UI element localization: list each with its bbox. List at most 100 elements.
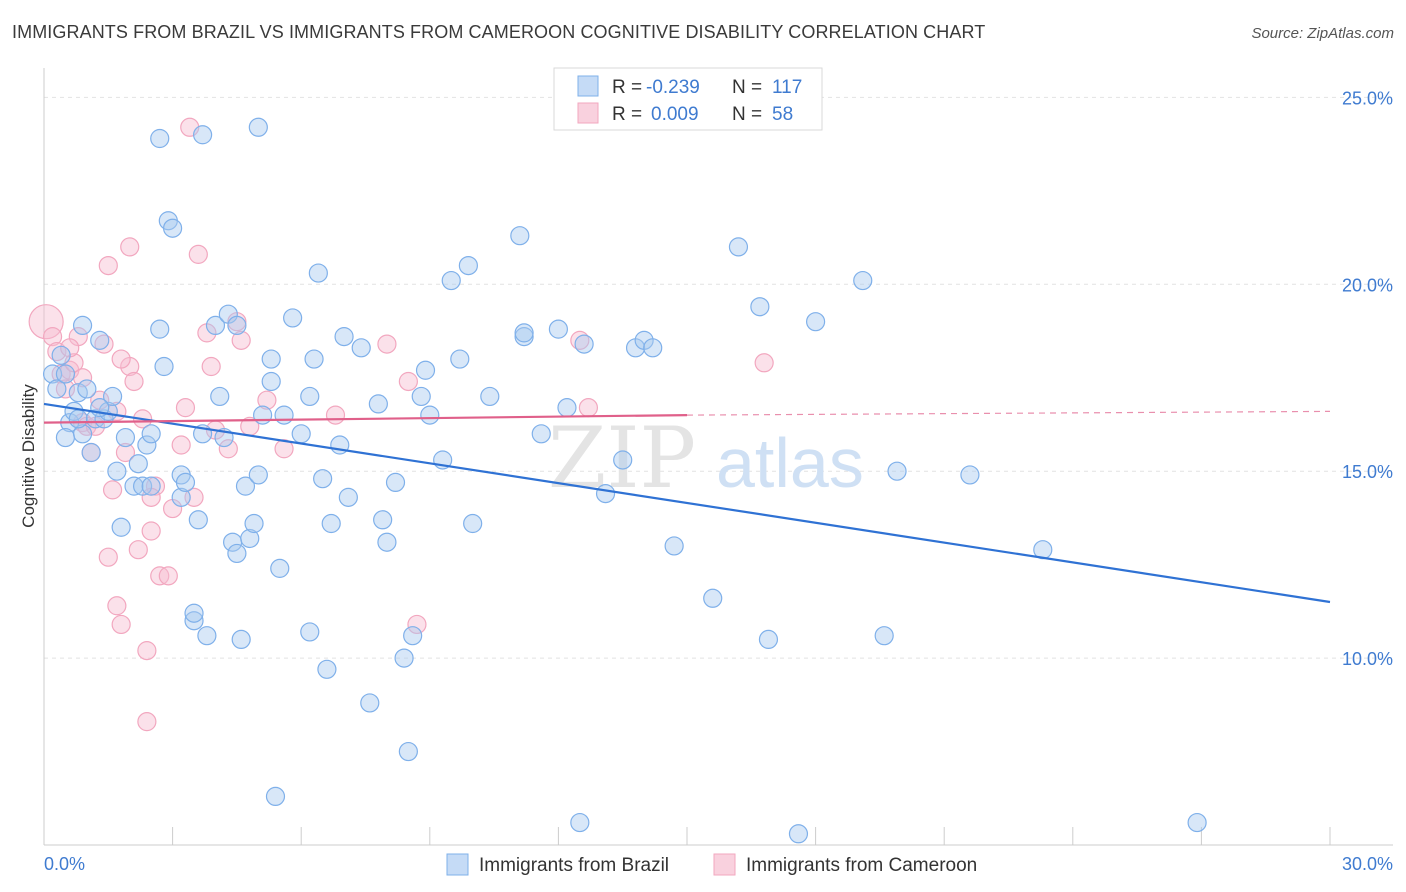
brazil-point-85 xyxy=(510,226,530,246)
brazil-point-24 xyxy=(137,435,157,455)
cameroon-trend-extension xyxy=(686,410,1331,416)
cameroon-point-48 xyxy=(754,353,774,373)
y-tick-label-3: 25.0% xyxy=(1342,88,1393,108)
brazil-point-84 xyxy=(480,386,500,407)
legend-r-value-cameroon: 0.009 xyxy=(651,104,699,125)
brazil-point-68 xyxy=(360,693,380,713)
brazil-point-66 xyxy=(338,487,358,507)
brazil-point-46 xyxy=(231,629,251,650)
cameroon-point-34 xyxy=(201,356,221,377)
cameroon-point-50 xyxy=(98,255,118,276)
brazil-point-59 xyxy=(304,349,324,369)
cameroon-point-18 xyxy=(115,442,136,463)
brazil-point-20 xyxy=(111,517,131,537)
cameroon-point-1 xyxy=(42,327,63,347)
legend-r-label-brazil: R = xyxy=(612,77,642,98)
brazil-point-53 xyxy=(261,371,281,392)
cameroon-point-36 xyxy=(218,439,238,459)
bottom-legend-swatch-brazil xyxy=(446,853,469,876)
brazil-point-109 xyxy=(193,125,213,145)
brazil-point-54 xyxy=(270,558,290,578)
brazil-point-69 xyxy=(368,394,388,414)
cameroon-point-40 xyxy=(257,390,277,410)
y-tick-labels: 10.0% 15.0% 20.0% 25.0% xyxy=(1342,88,1393,669)
cameroon-point-16 xyxy=(107,596,127,616)
brazil-point-115 xyxy=(1187,812,1207,833)
brazil-point-61 xyxy=(313,469,333,489)
stats-legend-box xyxy=(553,67,823,131)
brazil-point-72 xyxy=(385,472,406,493)
brazil-point-36 xyxy=(188,510,208,530)
brazil-point-5 xyxy=(55,427,76,448)
legend-r-value-brazil: -0.239 xyxy=(646,77,700,98)
brazil-point-49 xyxy=(244,513,264,534)
brazil-point-33 xyxy=(175,472,196,493)
brazil-point-62 xyxy=(317,659,337,679)
cameroon-point-42 xyxy=(325,405,346,425)
brazil-point-3 xyxy=(55,364,76,384)
legend-n-value-cameroon: 58 xyxy=(772,104,793,125)
brazil-point-25 xyxy=(141,424,161,444)
brazil-point-96 xyxy=(643,338,663,358)
brazil-point-110 xyxy=(248,117,268,137)
legend-swatch-brazil xyxy=(577,75,599,97)
brazil-point-78 xyxy=(420,405,440,425)
brazil-point-8 xyxy=(72,424,93,444)
brazil-point-104 xyxy=(874,626,894,646)
brazil-point-1 xyxy=(47,379,67,399)
brazil-point-10 xyxy=(68,409,88,429)
y-axis-label: Cognitive Disability xyxy=(19,384,38,528)
brazil-point-60 xyxy=(308,263,328,283)
brazil-point-63 xyxy=(321,513,341,534)
brazil-point-77 xyxy=(415,360,436,380)
cameroon-point-45 xyxy=(407,614,427,635)
brazil-point-100 xyxy=(758,629,779,650)
cameroon-trend-line xyxy=(43,414,688,424)
axes xyxy=(43,68,1393,846)
brazil-point-90 xyxy=(557,398,577,418)
brazil-point-9 xyxy=(77,379,97,399)
brazil-point-113 xyxy=(570,812,590,833)
brazil-point-76 xyxy=(411,386,431,407)
brazil-point-27 xyxy=(150,319,170,339)
brazil-point-17 xyxy=(102,386,123,407)
cameroon-point-47 xyxy=(578,398,599,418)
brazil-point-22 xyxy=(128,454,148,474)
cameroon-point-32 xyxy=(188,244,208,264)
brazil-point-70 xyxy=(373,510,393,530)
brazil-point-82 xyxy=(458,255,478,276)
y-tick-label-0: 10.0% xyxy=(1342,649,1393,669)
cameroon-point-41 xyxy=(274,439,294,459)
brazil-point-50 xyxy=(248,465,268,485)
brazil-point-105 xyxy=(887,461,907,481)
brazil-point-114 xyxy=(788,824,809,844)
brazil-point-52 xyxy=(261,349,281,369)
series-brazil-points xyxy=(42,117,1207,844)
brazil-point-11 xyxy=(81,442,101,463)
series-legend: Immigrants from Brazil Immigrants from C… xyxy=(446,853,977,876)
trend-lines xyxy=(43,402,1331,604)
brazil-point-18 xyxy=(107,461,127,481)
brazil-point-57 xyxy=(291,424,311,444)
brazil-point-71 xyxy=(377,532,397,552)
brazil-point-73 xyxy=(394,648,414,668)
brazil-point-106 xyxy=(960,465,980,485)
y-tick-label-2: 20.0% xyxy=(1342,275,1393,295)
cameroon-point-44 xyxy=(398,371,418,392)
brazil-point-35 xyxy=(184,603,204,623)
brazil-point-80 xyxy=(441,270,461,291)
brazil-point-28 xyxy=(154,356,174,377)
cameroon-point-30 xyxy=(175,398,196,418)
brazil-trend-line xyxy=(43,402,1331,604)
brazil-point-47 xyxy=(235,476,256,496)
cameroon-point-24 xyxy=(141,521,161,541)
brazil-point-40 xyxy=(210,386,230,407)
stats-legend: R = -0.239 N = 117 R = 0.009 N = 58 xyxy=(553,67,823,131)
brazil-point-92 xyxy=(595,484,616,504)
brazil-point-26 xyxy=(141,476,161,496)
series-cameroon-points xyxy=(28,117,774,732)
cameroon-point-15 xyxy=(102,480,123,500)
brazil-point-30 xyxy=(163,218,183,238)
brazil-point-99 xyxy=(728,237,749,257)
